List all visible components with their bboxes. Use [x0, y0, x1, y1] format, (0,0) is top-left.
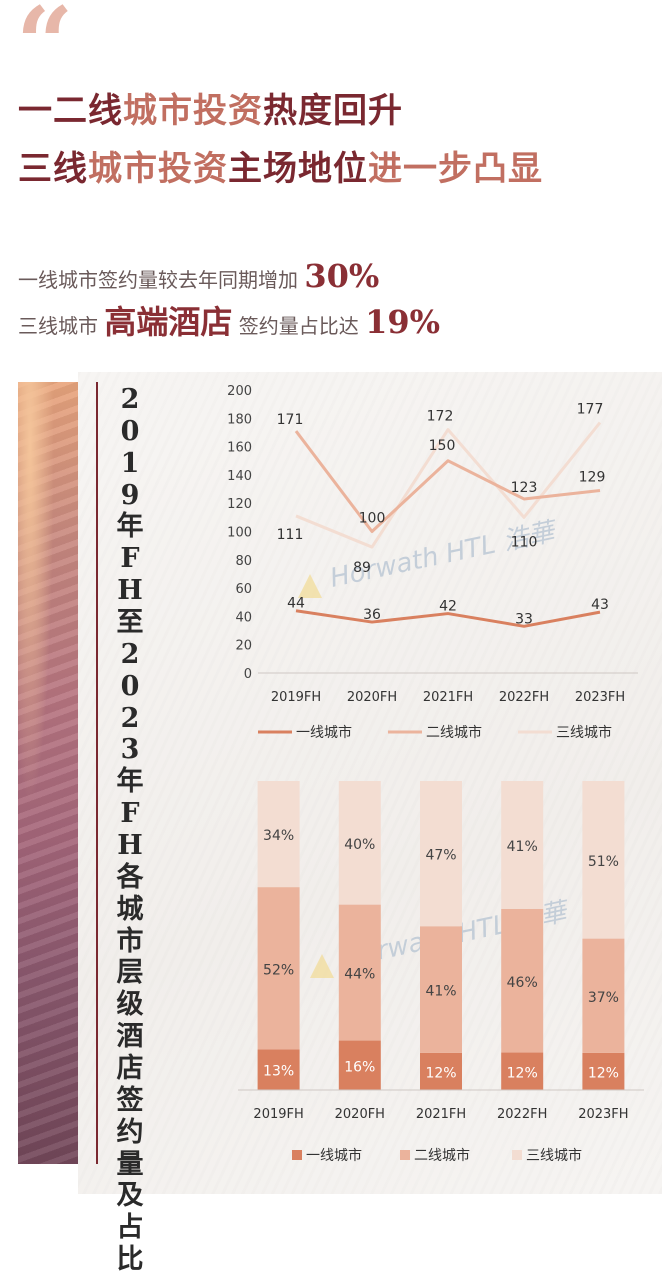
side-title-char: 级 [116, 989, 144, 1021]
summary-line-2-text: 签约量占比达 [238, 314, 359, 338]
chart-panel-background [78, 372, 662, 1194]
side-title-char: 店 [116, 1053, 144, 1085]
summary-line-1-text: 一线城市签约量较去年同期增加 [18, 268, 298, 292]
side-title-char: 市 [116, 925, 144, 957]
summary-line-2: 三线城市 高端酒店 签约量占比达 19% [18, 306, 440, 338]
side-title-char: 及 [116, 1180, 144, 1212]
headline-line-2: 三线城市投资主场地位进一步凸显 [18, 152, 543, 186]
summary-line-2-prefix: 三线城市 [18, 314, 98, 338]
side-title-char: 占 [116, 1212, 144, 1244]
h2-segment-1: 城市投资 [88, 149, 228, 189]
summary-line-1: 一线城市签约量较去年同期增加 30% [18, 260, 379, 292]
h1-segment-1: 城市投资 [123, 91, 263, 131]
side-title-char: 2 [120, 638, 140, 670]
side-title-char: F [120, 543, 140, 575]
side-title-char: 签 [116, 1084, 144, 1116]
side-title-char: 0 [120, 415, 140, 447]
summary-line-2-highlight: 高端酒店 [104, 303, 233, 341]
side-title-char: F [120, 798, 140, 830]
h2-segment-0: 三线 [18, 149, 88, 189]
side-title-char: 年 [116, 511, 144, 543]
side-title-char: 量 [116, 1148, 144, 1180]
side-title-char: 城 [116, 893, 144, 925]
side-title-char: 层 [116, 957, 144, 989]
side-title-char: 2 [120, 702, 140, 734]
side-title-char: 各 [116, 861, 144, 893]
side-title-char: 年 [116, 766, 144, 798]
decorative-canyon-image [18, 382, 78, 1164]
h1-segment-2: 热度回升 [263, 91, 403, 131]
quote-mark: “ [16, 0, 74, 103]
side-title-char: H [117, 575, 143, 607]
h2-segment-3: 进一步凸显 [368, 149, 543, 189]
side-title-char: 3 [120, 734, 140, 766]
side-title-char: 酒 [116, 1021, 144, 1053]
summary-line-2-percent: 19% [365, 303, 441, 341]
side-title-char: 2 [120, 384, 140, 415]
side-title-char: 约 [116, 1116, 144, 1148]
side-title-char: 比 [116, 1244, 144, 1276]
h1-segment-0: 一二线 [18, 91, 123, 131]
side-title-char: 0 [120, 670, 140, 702]
side-title-char: 9 [120, 479, 140, 511]
side-title-char: H [117, 830, 143, 862]
headline-line-1: 一二线城市投资热度回升 [18, 94, 403, 128]
summary-line-1-percent: 30% [304, 257, 380, 295]
side-title-char: 至 [116, 607, 144, 639]
h2-segment-2: 主场地位 [228, 149, 368, 189]
vertical-divider [96, 382, 98, 1164]
side-title-char: 1 [120, 447, 140, 479]
